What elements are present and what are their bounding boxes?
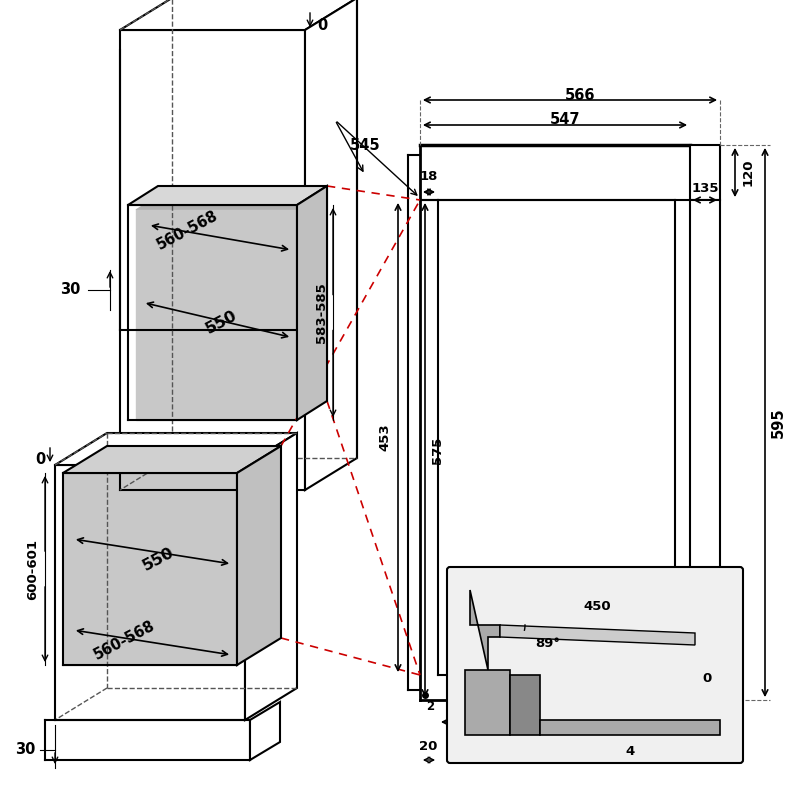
Polygon shape [690,200,720,700]
Text: 0: 0 [702,673,712,686]
Text: 2: 2 [426,700,434,713]
Text: 0: 0 [317,18,327,33]
Polygon shape [690,145,720,200]
Polygon shape [297,191,327,420]
Polygon shape [63,473,237,665]
Text: 18: 18 [420,170,438,183]
Polygon shape [305,0,357,490]
Text: 4: 4 [626,745,634,758]
Polygon shape [470,590,500,670]
Polygon shape [245,433,297,720]
Polygon shape [500,625,695,645]
Polygon shape [510,675,540,735]
Polygon shape [465,670,510,735]
Polygon shape [128,186,327,205]
Polygon shape [55,433,297,465]
Polygon shape [237,446,281,665]
Text: 89°: 89° [535,637,560,650]
Text: 560-568: 560-568 [90,618,157,662]
Text: 450: 450 [583,600,611,613]
Polygon shape [136,210,297,420]
Polygon shape [297,186,327,420]
Polygon shape [136,191,327,210]
Text: 135: 135 [691,182,718,194]
Polygon shape [540,720,720,735]
Text: 453: 453 [378,424,391,451]
Text: 595: 595 [549,721,579,736]
Text: 545: 545 [350,138,380,153]
Polygon shape [250,702,280,760]
Text: 583-585: 583-585 [314,282,327,343]
Text: 547: 547 [550,113,580,127]
Text: 20: 20 [419,740,437,753]
Text: 30: 30 [60,282,80,298]
Text: 550: 550 [141,545,177,574]
Text: 595: 595 [770,407,786,438]
Polygon shape [237,446,281,665]
Text: 575: 575 [431,436,445,464]
Text: 120: 120 [742,158,754,186]
Text: 550: 550 [202,308,239,337]
FancyBboxPatch shape [447,567,743,763]
Polygon shape [63,446,281,473]
Text: 600-601: 600-601 [26,538,39,599]
Polygon shape [120,0,357,30]
Text: 560-568: 560-568 [154,207,220,253]
Text: 30: 30 [15,742,35,758]
Text: 0: 0 [35,453,46,467]
Text: 566: 566 [565,87,595,102]
